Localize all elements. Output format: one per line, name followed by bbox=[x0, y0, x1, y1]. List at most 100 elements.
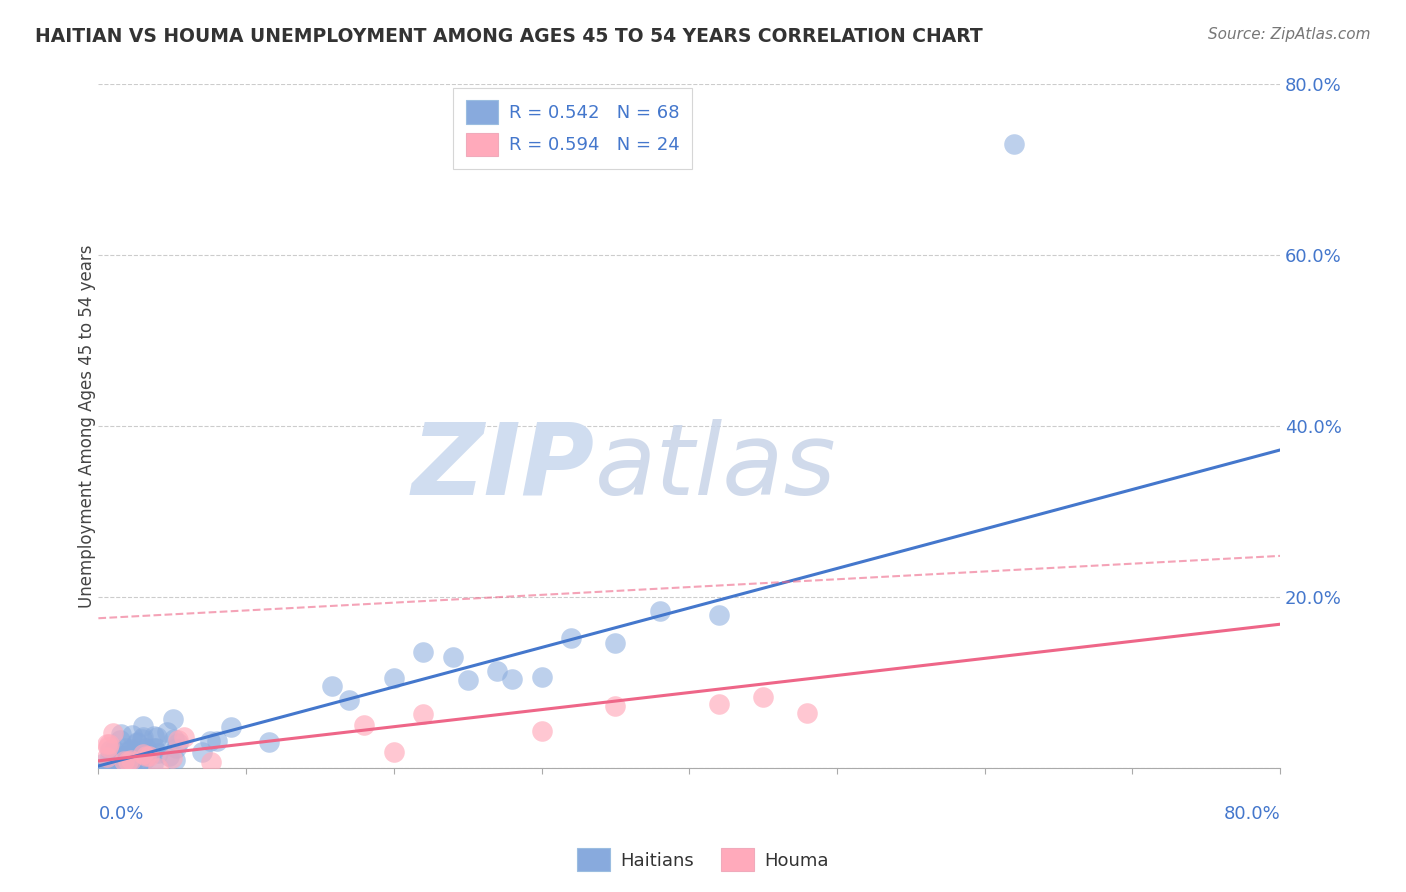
Point bbox=[97, 737, 120, 751]
Point bbox=[132, 730, 155, 744]
Point bbox=[200, 755, 222, 769]
Point bbox=[134, 751, 156, 765]
Point bbox=[142, 757, 165, 772]
Point bbox=[200, 733, 222, 747]
Point bbox=[128, 757, 150, 772]
Point bbox=[148, 761, 170, 775]
Point bbox=[108, 757, 131, 772]
Point bbox=[120, 742, 142, 756]
Point bbox=[96, 749, 118, 764]
Point bbox=[117, 754, 139, 768]
Text: 80.0%: 80.0% bbox=[1223, 805, 1279, 823]
Text: ZIP: ZIP bbox=[412, 418, 595, 516]
Point bbox=[707, 698, 730, 712]
Point bbox=[321, 679, 343, 693]
Point bbox=[257, 735, 280, 749]
Point bbox=[157, 749, 180, 764]
Point bbox=[131, 731, 153, 746]
Text: HAITIAN VS HOUMA UNEMPLOYMENT AMONG AGES 45 TO 54 YEARS CORRELATION CHART: HAITIAN VS HOUMA UNEMPLOYMENT AMONG AGES… bbox=[35, 27, 983, 45]
Point bbox=[110, 732, 132, 747]
Point bbox=[128, 754, 150, 768]
Point bbox=[127, 735, 149, 749]
Point bbox=[138, 749, 160, 764]
Point bbox=[796, 706, 818, 721]
Point bbox=[97, 739, 120, 754]
Point bbox=[120, 759, 142, 773]
Point bbox=[101, 726, 124, 740]
Point bbox=[110, 727, 132, 741]
Point bbox=[530, 724, 553, 739]
Point bbox=[1002, 137, 1025, 152]
Point bbox=[146, 730, 169, 744]
Text: atlas: atlas bbox=[595, 418, 837, 516]
Text: 0.0%: 0.0% bbox=[98, 805, 143, 823]
Point bbox=[166, 733, 188, 747]
Point bbox=[501, 672, 523, 686]
Point bbox=[648, 604, 671, 618]
Point bbox=[457, 673, 479, 688]
Point bbox=[560, 631, 582, 645]
Point bbox=[127, 736, 149, 750]
Point bbox=[121, 750, 143, 764]
Point bbox=[530, 670, 553, 684]
Legend: Haitians, Houma: Haitians, Houma bbox=[569, 841, 837, 879]
Point bbox=[441, 650, 464, 665]
Point bbox=[103, 756, 125, 770]
Point bbox=[145, 740, 167, 755]
Point bbox=[132, 719, 155, 733]
Point bbox=[112, 756, 135, 771]
Point bbox=[752, 690, 775, 704]
Point bbox=[191, 745, 214, 759]
Point bbox=[207, 734, 229, 748]
Point bbox=[160, 750, 183, 764]
Y-axis label: Unemployment Among Ages 45 to 54 years: Unemployment Among Ages 45 to 54 years bbox=[79, 244, 96, 607]
Point bbox=[93, 756, 115, 770]
Point bbox=[146, 746, 169, 760]
Point bbox=[98, 742, 121, 756]
Point bbox=[486, 664, 509, 678]
Point bbox=[166, 736, 188, 750]
Point bbox=[412, 644, 434, 658]
Text: Source: ZipAtlas.com: Source: ZipAtlas.com bbox=[1208, 27, 1371, 42]
Point bbox=[173, 730, 195, 744]
Point bbox=[163, 753, 186, 767]
Point bbox=[382, 671, 405, 685]
Point bbox=[117, 744, 139, 758]
Point bbox=[353, 718, 375, 732]
Point bbox=[117, 761, 139, 775]
Point bbox=[94, 761, 117, 775]
Point bbox=[107, 761, 129, 775]
Point bbox=[120, 753, 142, 767]
Point bbox=[605, 698, 627, 713]
Point bbox=[94, 761, 117, 775]
Point bbox=[165, 741, 187, 756]
Point bbox=[605, 636, 627, 650]
Point bbox=[120, 747, 142, 762]
Point bbox=[114, 741, 136, 756]
Point bbox=[707, 608, 730, 623]
Point bbox=[103, 743, 125, 757]
Point bbox=[162, 713, 184, 727]
Point bbox=[121, 728, 143, 742]
Point bbox=[110, 760, 132, 774]
Point bbox=[412, 706, 434, 721]
Point bbox=[135, 740, 157, 755]
Point bbox=[96, 737, 118, 751]
Point bbox=[143, 741, 166, 756]
Legend: R = 0.542   N = 68, R = 0.594   N = 24: R = 0.542 N = 68, R = 0.594 N = 24 bbox=[453, 87, 692, 169]
Point bbox=[337, 693, 360, 707]
Point bbox=[155, 724, 177, 739]
Point bbox=[163, 732, 186, 747]
Point bbox=[143, 729, 166, 743]
Point bbox=[219, 720, 242, 734]
Point bbox=[135, 749, 157, 764]
Point bbox=[112, 749, 135, 764]
Point bbox=[112, 754, 135, 768]
Point bbox=[382, 745, 405, 759]
Point bbox=[91, 761, 114, 775]
Point bbox=[118, 745, 141, 759]
Point bbox=[131, 747, 153, 761]
Point bbox=[104, 761, 127, 775]
Point bbox=[121, 757, 143, 772]
Point bbox=[98, 750, 121, 764]
